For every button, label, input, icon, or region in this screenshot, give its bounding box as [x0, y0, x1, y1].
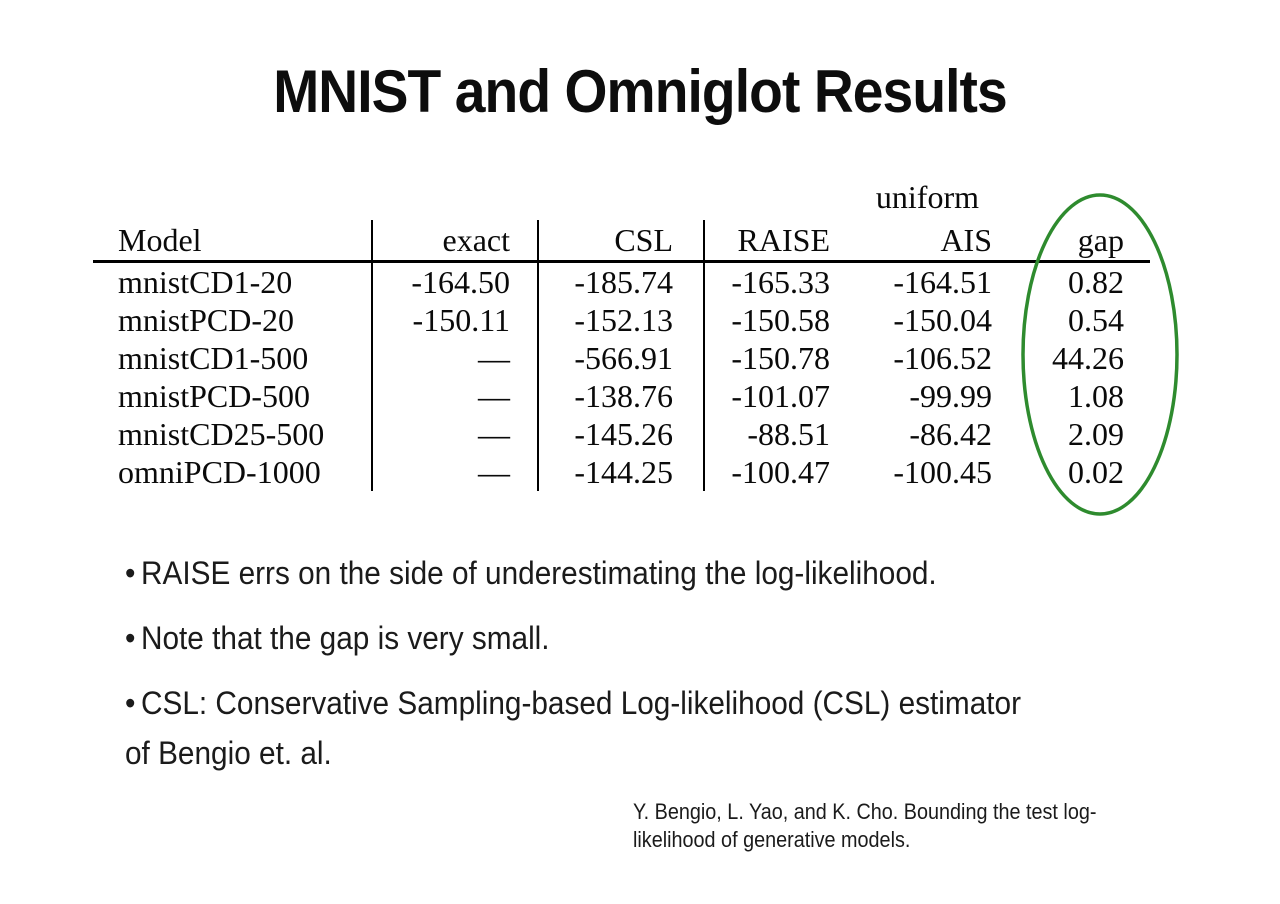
gap-highlight-ellipse	[1021, 193, 1179, 516]
bullet-text: CSL: Conservative Sampling-based Log-lik…	[140, 685, 1021, 721]
cell-raise: -101.07	[731, 377, 830, 414]
cell-model: mnistPCD-20	[93, 301, 373, 339]
bullet-raise: • RAISE errs on the side of underestimati…	[125, 548, 1148, 598]
cell-ais: -106.52	[893, 339, 992, 376]
cell-ais: -150.04	[893, 301, 992, 338]
citation-line: likelihood of generative models.	[633, 827, 911, 852]
bullet-text-line2: of Bengio et. al.	[125, 735, 332, 771]
col-header-exact: exact	[372, 220, 539, 263]
cell-ais: -99.99	[909, 377, 992, 414]
cell-gap: 1.08	[1068, 377, 1124, 414]
cell-gap: 0.54	[1068, 301, 1124, 338]
results-table-container: uniform Model exact CSL RAISE AIS gap mn…	[93, 176, 1150, 491]
cell-ais: -100.45	[893, 453, 992, 490]
cell-raise: -150.78	[731, 339, 830, 376]
cell-exact: —	[372, 377, 539, 415]
cell-raise: -100.47	[731, 453, 830, 490]
table-row: omniPCD-1000 — -144.25 -100.47 -100.45 0…	[93, 453, 1150, 491]
cell-ais: -86.42	[909, 415, 992, 452]
cell-model: mnistCD25-500	[93, 415, 373, 453]
cell-csl: -138.76	[538, 377, 705, 415]
cell-csl: -145.26	[538, 415, 705, 453]
cell-csl: -185.74	[538, 261, 705, 301]
cell-exact: -150.11	[372, 301, 539, 339]
slide-title: MNIST and Omniglot Results	[273, 58, 1007, 125]
cell-exact: —	[372, 339, 539, 377]
bullet-gap: • Note that the gap is very small.	[125, 613, 1148, 663]
col-header-raise: RAISE	[704, 220, 850, 263]
bullet-text: RAISE errs on the side of underestimatin…	[140, 555, 937, 591]
col-header-model: Model	[93, 220, 373, 263]
cell-gap: 0.02	[1068, 453, 1124, 490]
table-row: mnistPCD-500 — -138.76 -101.07 -99.99 1.…	[93, 377, 1150, 415]
cell-exact: —	[372, 453, 539, 491]
col-header-ais: AIS	[850, 220, 1000, 263]
cell-raise: -165.33	[731, 263, 830, 300]
cell-model: mnistCD1-20	[93, 261, 373, 301]
cell-gap: 2.09	[1068, 415, 1124, 452]
cell-exact: —	[372, 415, 539, 453]
table-row: mnistCD1-500 — -566.91 -150.78 -106.52 4…	[93, 339, 1150, 377]
uniform-label: uniform	[875, 179, 979, 215]
cell-gap: 0.82	[1068, 263, 1124, 300]
cell-csl: -152.13	[538, 301, 705, 339]
cell-csl: -144.25	[538, 453, 705, 491]
bullet-text: Note that the gap is very small.	[140, 620, 550, 656]
cell-exact: -164.50	[372, 261, 539, 301]
results-table: uniform Model exact CSL RAISE AIS gap mn…	[93, 176, 1150, 491]
bullet-dot: •	[125, 555, 136, 591]
bullet-dot: •	[125, 685, 136, 721]
cell-model: omniPCD-1000	[93, 453, 373, 491]
cell-ais: -164.51	[893, 263, 992, 300]
cell-csl: -566.91	[538, 339, 705, 377]
bullet-dot: •	[125, 620, 136, 656]
col-header-csl: CSL	[538, 220, 705, 263]
table-row: mnistPCD-20 -150.11 -152.13 -150.58 -150…	[93, 301, 1150, 339]
cell-gap: 44.26	[1052, 339, 1124, 376]
citation: Y. Bengio, L. Yao, and K. Cho. Bounding …	[633, 798, 1191, 854]
cell-raise: -88.51	[747, 415, 830, 452]
uniform-label-row: uniform	[93, 176, 1150, 220]
table-header-row: Model exact CSL RAISE AIS gap	[93, 220, 1150, 263]
cell-raise: -150.58	[731, 301, 830, 338]
table-row: mnistCD25-500 — -145.26 -88.51 -86.42 2.…	[93, 415, 1150, 453]
col-header-gap: gap	[1000, 220, 1150, 263]
citation-line: Y. Bengio, L. Yao, and K. Cho. Bounding …	[633, 799, 1097, 824]
bullet-csl: • CSL: Conservative Sampling-based Log-li…	[125, 678, 1148, 778]
cell-model: mnistPCD-500	[93, 377, 373, 415]
table-row: mnistCD1-20 -164.50 -185.74 -165.33 -164…	[93, 261, 1150, 301]
cell-model: mnistCD1-500	[93, 339, 373, 377]
